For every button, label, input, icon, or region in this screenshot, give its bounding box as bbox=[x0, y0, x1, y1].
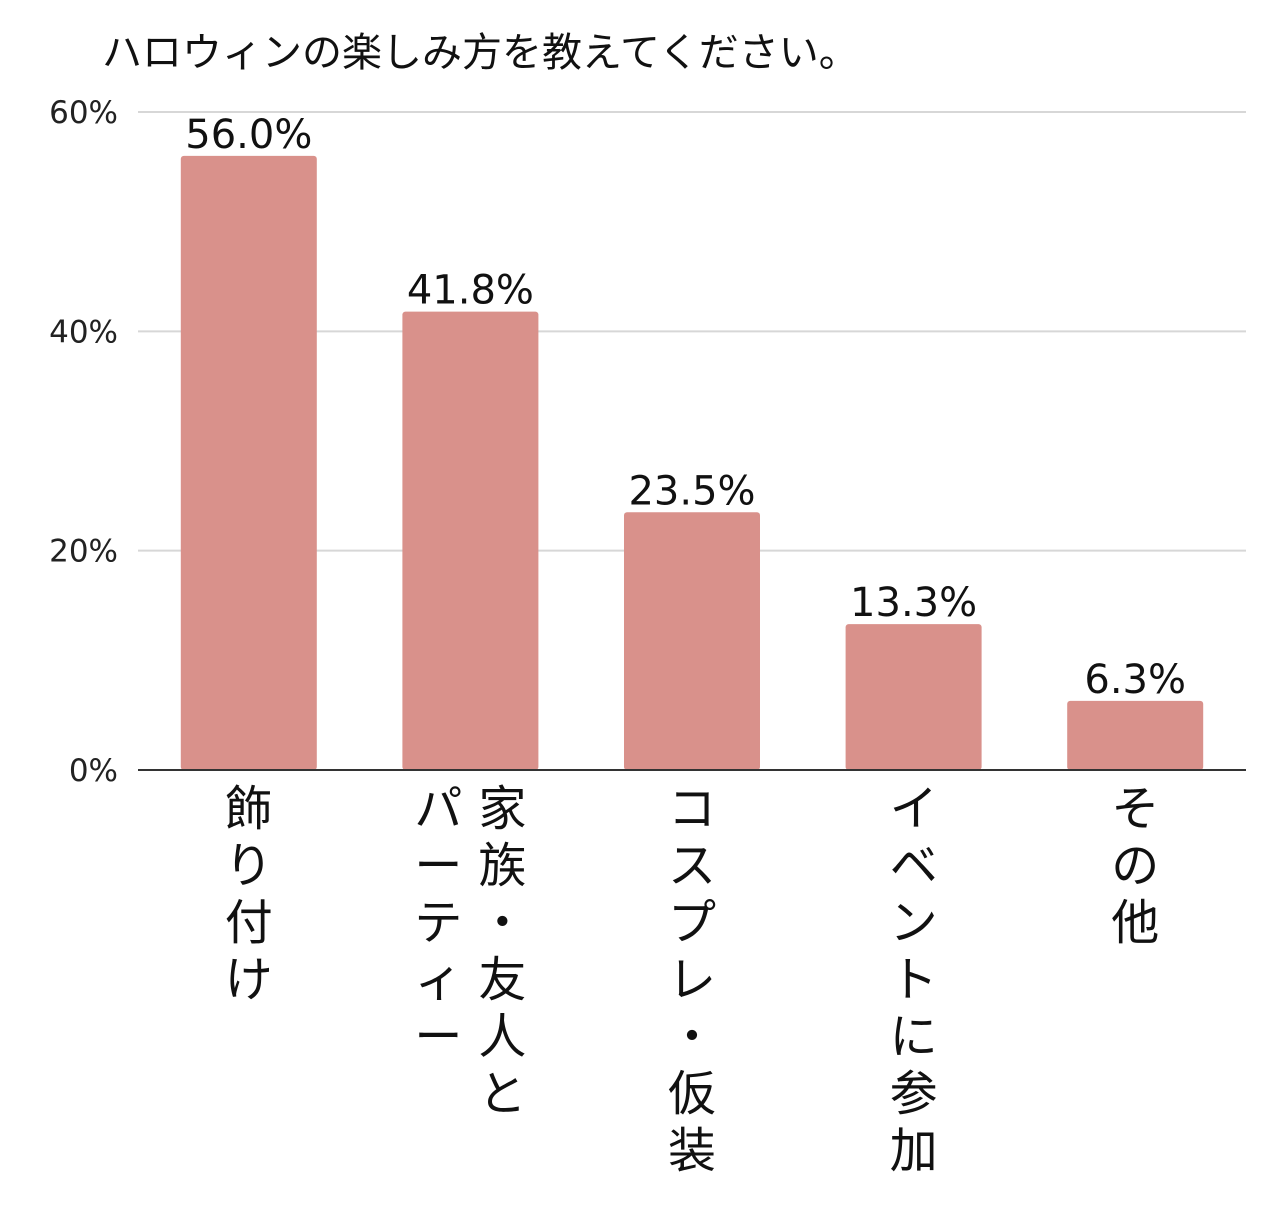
category-label-4: イベントに参加 bbox=[890, 781, 938, 1179]
category-label-line: 飾り付け bbox=[225, 781, 273, 1008]
y-tick-label: 60% bbox=[49, 95, 118, 131]
y-tick-label: 0% bbox=[69, 753, 118, 789]
category-label-line: コスプレ・仮装 bbox=[668, 781, 716, 1179]
data-label-2: 41.8% bbox=[407, 268, 534, 314]
bars bbox=[180, 155, 1204, 770]
bar-4 bbox=[845, 624, 982, 770]
y-axis-tick-labels: 0% 20% 40% 60% bbox=[49, 95, 118, 789]
category-label-5: その他 bbox=[1111, 781, 1159, 951]
category-label-line: イベントに参加 bbox=[890, 781, 938, 1179]
data-label-5: 6.3% bbox=[1084, 657, 1186, 703]
bar-1 bbox=[180, 155, 317, 770]
category-label-1: 飾り付け bbox=[225, 781, 273, 1008]
data-label-4: 13.3% bbox=[850, 580, 977, 626]
y-tick-label: 20% bbox=[49, 534, 118, 570]
bar-data-labels: 56.0% 41.8% 23.5% 13.3% 6.3% bbox=[185, 112, 1186, 703]
data-label-1: 56.0% bbox=[185, 112, 312, 158]
bar-2 bbox=[402, 311, 539, 770]
bar-5 bbox=[1067, 700, 1204, 770]
category-label-line: その他 bbox=[1111, 781, 1159, 951]
chart-title: ハロウィンの楽しみ方を教えてください。 bbox=[102, 30, 859, 76]
y-tick-label: 40% bbox=[49, 314, 118, 350]
bar-3 bbox=[624, 512, 760, 770]
data-label-3: 23.5% bbox=[628, 468, 755, 514]
category-label-line: パーティー bbox=[414, 781, 462, 1065]
category-label-3: コスプレ・仮装 bbox=[668, 781, 716, 1179]
category-label-line: 家族・友人と bbox=[478, 781, 526, 1122]
